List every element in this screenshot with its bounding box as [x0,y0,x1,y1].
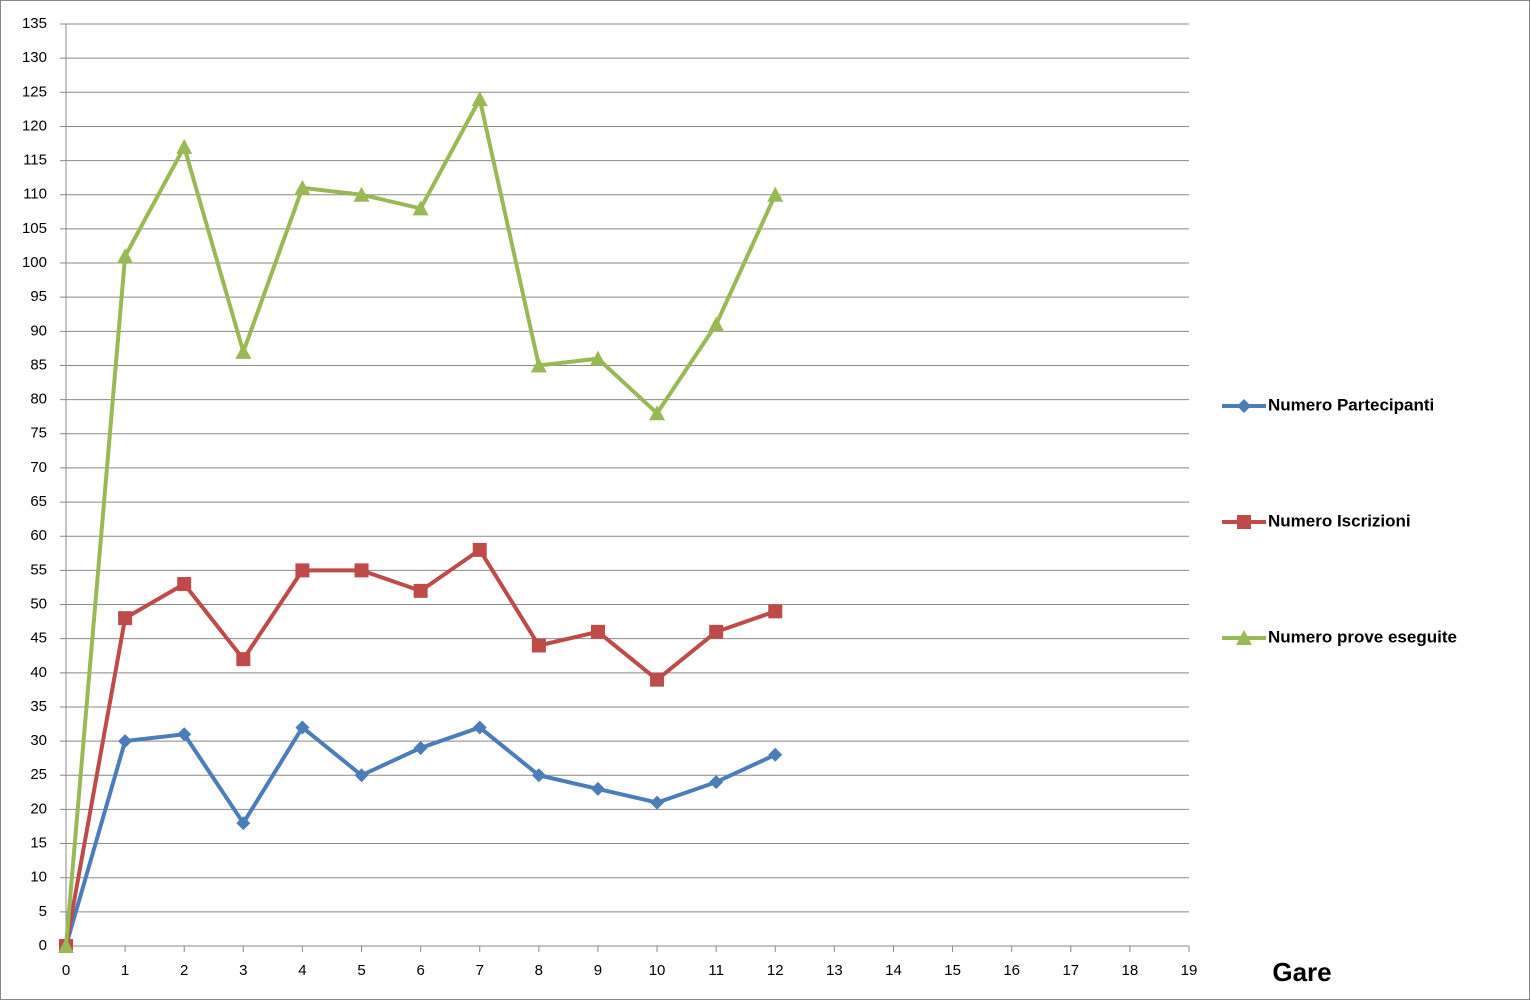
x-tick-label: 11 [708,962,724,979]
marker [767,186,784,202]
x-tick-label: 7 [476,962,484,979]
x-tick-label: 15 [944,962,961,979]
x-tick-label: 8 [535,962,543,979]
legend-label: Numero prove eseguite [1268,627,1457,646]
marker [117,248,134,264]
marker [236,652,251,667]
y-tick-label: 125 [22,83,47,100]
y-tick-label: 95 [30,288,47,305]
y-tick-label: 15 [30,835,47,852]
marker [295,720,310,735]
marker [354,563,369,578]
marker [650,795,665,810]
marker [531,638,546,653]
x-tick-label: 4 [298,962,306,979]
y-tick-label: 50 [30,595,47,612]
y-tick-label: 25 [30,766,47,783]
x-tick-label: 2 [180,962,188,979]
marker [295,563,310,578]
marker [709,775,724,790]
marker [413,740,428,755]
y-tick-label: 85 [30,356,47,373]
legend-label: Numero Partecipanti [1268,395,1434,414]
y-tick-label: 135 [22,15,47,32]
y-tick-label: 110 [23,186,47,203]
marker [530,357,547,373]
y-tick-label: 75 [30,425,47,442]
marker [472,720,487,735]
y-tick-label: 40 [30,664,47,681]
marker [236,816,251,831]
marker [471,91,488,107]
marker [590,781,605,796]
x-tick-label: 10 [649,962,666,979]
x-axis-label: Gare [1272,957,1331,987]
marker [590,624,605,639]
y-tick-label: 30 [30,732,47,749]
legend-label: Numero Iscrizioni [1268,511,1411,530]
x-tick-label: 0 [62,962,70,979]
marker [1237,399,1251,413]
x-tick-label: 18 [1122,962,1139,979]
marker [768,604,783,619]
y-tick-label: 120 [22,117,47,134]
marker [177,727,192,742]
y-tick-label: 0 [39,937,47,954]
x-tick-label: 16 [1003,962,1020,979]
y-tick-label: 60 [30,527,47,544]
y-tick-label: 130 [22,49,47,66]
marker [58,938,74,953]
x-tick-label: 1 [121,962,129,979]
y-tick-label: 115 [23,152,47,169]
y-tick-label: 105 [22,220,47,237]
marker [118,611,133,626]
marker [531,768,546,783]
marker [354,768,369,783]
x-tick-label: 6 [416,962,424,979]
y-tick-label: 5 [39,903,47,920]
marker [1237,515,1251,529]
x-tick-label: 14 [885,962,902,979]
marker [472,542,487,557]
marker [118,734,133,749]
marker [768,747,783,762]
y-tick-label: 55 [30,561,47,578]
marker [650,672,665,687]
y-tick-label: 100 [22,254,47,271]
x-tick-label: 12 [767,962,784,979]
marker [649,405,666,421]
x-tick-label: 5 [357,962,365,979]
y-tick-label: 35 [30,698,47,715]
marker [708,316,725,332]
y-tick-label: 80 [30,391,47,408]
y-tick-label: 90 [30,322,47,339]
x-tick-label: 3 [239,962,247,979]
marker [235,343,252,359]
y-tick-label: 10 [30,869,47,886]
marker [177,577,192,592]
marker [176,138,193,154]
marker [353,186,370,202]
marker [589,350,606,366]
y-tick-label: 65 [30,493,47,510]
marker [412,200,429,216]
y-tick-label: 70 [30,459,47,476]
y-tick-label: 20 [30,800,47,817]
marker [294,179,311,195]
x-tick-label: 9 [594,962,602,979]
x-tick-label: 17 [1062,962,1079,979]
x-tick-label: 19 [1181,962,1198,979]
marker [413,583,428,598]
y-tick-label: 45 [30,630,47,647]
marker [1236,630,1252,645]
marker [709,624,724,639]
x-tick-label: 13 [826,962,843,979]
